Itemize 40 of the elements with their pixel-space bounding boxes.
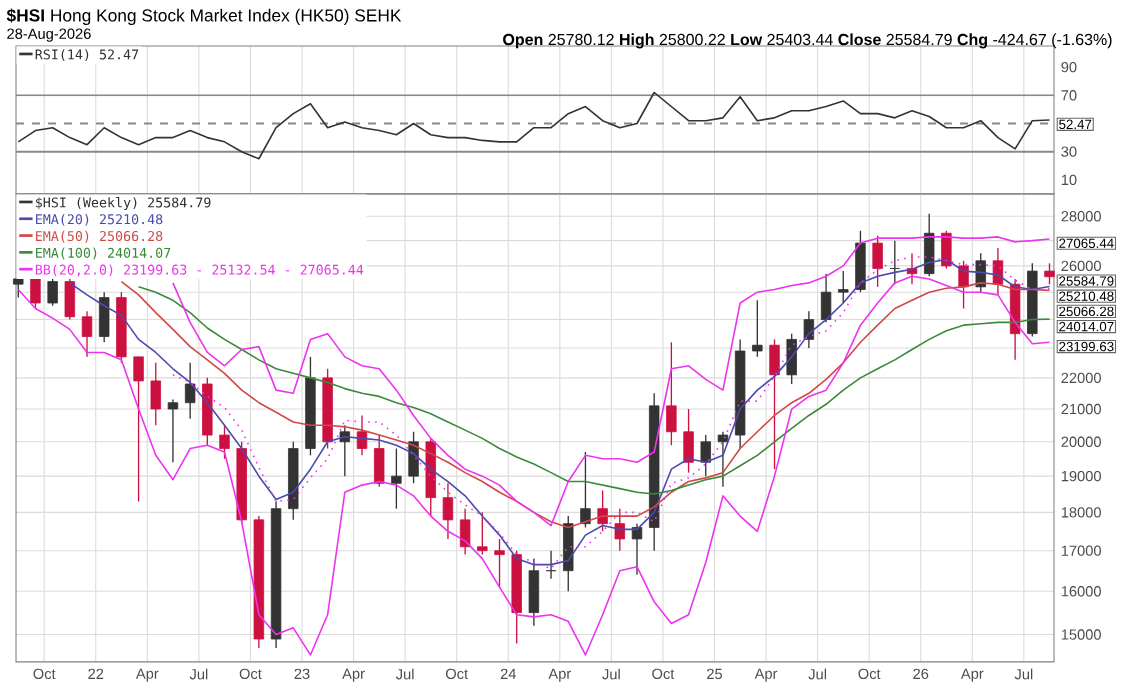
candlestick (167, 398, 179, 463)
candlestick (614, 507, 626, 551)
candlestick (150, 361, 161, 426)
candlestick (373, 434, 385, 488)
candlestick (98, 291, 110, 343)
candlestick (889, 239, 901, 285)
candlestick (769, 338, 780, 470)
candlestick (219, 424, 230, 460)
candlestick (683, 407, 694, 473)
candlestick (631, 522, 643, 576)
chart-title: $HSI Hong Kong Stock Market Index (HK50) SEHK (6, 8, 402, 25)
candlestick (666, 341, 677, 446)
text: Open 25780.12 High 25800.22 Low 25403.44 Close 25584.79 Chg -424.67 (-1.63%) (503, 33, 1112, 49)
candlestick (855, 229, 866, 293)
candlestick (133, 355, 144, 502)
candlestick (958, 259, 969, 309)
candlestick (563, 515, 574, 592)
candlestick (838, 270, 849, 304)
candlestick (459, 507, 471, 555)
candlestick (442, 482, 454, 540)
candlestick (992, 247, 1004, 296)
candlestick (580, 450, 591, 528)
candlestick (872, 234, 883, 288)
candlestick (528, 557, 540, 626)
candlestick (1044, 262, 1055, 285)
candlestick (477, 511, 488, 555)
candlestick (923, 212, 935, 277)
candlestick (597, 489, 608, 532)
candlestick (700, 434, 711, 477)
candlestick (545, 549, 557, 580)
candlestick (717, 430, 729, 488)
candlestick (786, 332, 797, 385)
candlestick (820, 272, 832, 323)
candlestick (391, 447, 402, 509)
candlestick (64, 275, 76, 320)
candlestick (184, 361, 196, 419)
candlestick (494, 537, 505, 588)
candlestick (81, 310, 93, 358)
candlestick (752, 299, 763, 358)
candlestick (47, 275, 58, 307)
